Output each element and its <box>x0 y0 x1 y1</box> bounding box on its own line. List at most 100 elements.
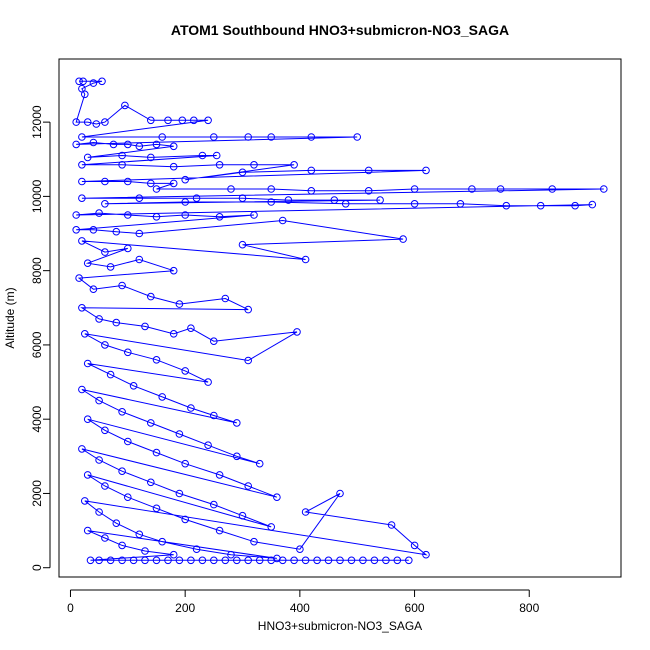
data-point <box>244 556 252 565</box>
data-point <box>101 118 109 126</box>
data-point <box>83 359 92 368</box>
data-point <box>152 213 161 221</box>
data-point <box>181 198 189 206</box>
data-point <box>169 179 178 188</box>
data-point <box>410 200 419 208</box>
data-point <box>101 177 109 186</box>
data-point <box>210 500 218 509</box>
data-point <box>244 356 252 365</box>
data-point <box>307 166 316 175</box>
y-tick-label: 6000 <box>30 331 44 358</box>
data-point <box>89 79 98 87</box>
data-point <box>293 328 301 336</box>
data-point <box>341 200 350 208</box>
data-point <box>255 556 264 565</box>
data-point <box>175 489 184 498</box>
data-point <box>169 550 178 559</box>
data-point <box>169 330 178 338</box>
data-point <box>147 478 155 487</box>
data-point <box>393 556 402 565</box>
data-point <box>152 504 161 513</box>
y-tick-label: 8000 <box>30 257 44 284</box>
data-point <box>124 348 132 357</box>
data-point <box>72 118 80 126</box>
data-point <box>164 116 172 125</box>
data-point <box>267 556 276 565</box>
data-point <box>204 116 212 125</box>
data-point <box>190 116 198 125</box>
data-point <box>382 556 390 565</box>
x-tick-label: 200 <box>175 601 195 615</box>
data-point <box>81 330 89 338</box>
data-point <box>135 142 144 151</box>
data-point <box>227 185 235 193</box>
data-point <box>221 556 230 565</box>
data-point <box>238 194 247 202</box>
data-point <box>101 248 109 256</box>
data-point <box>95 315 103 323</box>
x-tick-label: 800 <box>519 601 539 615</box>
data-point <box>106 556 115 565</box>
data-point <box>181 515 189 524</box>
data-point <box>422 166 430 175</box>
data-point <box>178 116 187 125</box>
data-point <box>141 322 149 331</box>
data-point <box>118 541 126 550</box>
data-point <box>410 541 419 550</box>
data-point <box>307 133 316 141</box>
data-point <box>267 198 276 206</box>
data-point <box>78 177 86 186</box>
data-point <box>175 556 184 565</box>
data-point <box>106 370 115 379</box>
data-point <box>83 415 92 424</box>
data-point <box>78 237 86 245</box>
data-point <box>255 459 264 468</box>
data-point <box>278 556 287 565</box>
data-point <box>227 550 235 559</box>
data-point <box>250 537 258 546</box>
data-point <box>233 419 241 427</box>
data-point <box>175 300 184 308</box>
data-point <box>215 213 224 221</box>
data-point <box>364 166 373 175</box>
data-point <box>267 133 276 141</box>
data-point <box>124 437 132 446</box>
data-point <box>215 471 224 479</box>
data-point <box>548 185 557 193</box>
data-point <box>210 556 218 565</box>
data-point <box>147 116 155 125</box>
data-point <box>221 294 230 303</box>
data-point <box>267 185 276 193</box>
data-point <box>83 259 92 268</box>
data-point <box>152 448 161 457</box>
data-point <box>456 200 465 208</box>
data-point <box>244 305 252 314</box>
data-point <box>571 201 579 210</box>
data-point <box>181 459 189 468</box>
data-point <box>502 201 511 210</box>
data-point <box>238 240 247 249</box>
data-point <box>204 441 212 450</box>
data-point <box>324 556 333 565</box>
data-point <box>106 263 115 271</box>
data-point <box>204 378 212 386</box>
data-point <box>118 467 126 476</box>
data-point <box>152 185 161 193</box>
data-point <box>147 419 155 427</box>
data-point <box>135 229 144 238</box>
data-point <box>301 508 310 516</box>
data-point <box>95 456 103 464</box>
data-point <box>169 162 178 171</box>
data-point <box>198 556 207 565</box>
data-point <box>198 151 207 160</box>
data-point <box>75 274 83 282</box>
data-point <box>250 211 258 219</box>
data-point <box>124 177 132 186</box>
data-point <box>78 133 86 141</box>
y-tick-label: 0 <box>30 564 44 571</box>
data-point <box>147 153 155 162</box>
data-point <box>95 209 103 217</box>
data-point <box>233 452 241 461</box>
data-point <box>79 77 87 86</box>
